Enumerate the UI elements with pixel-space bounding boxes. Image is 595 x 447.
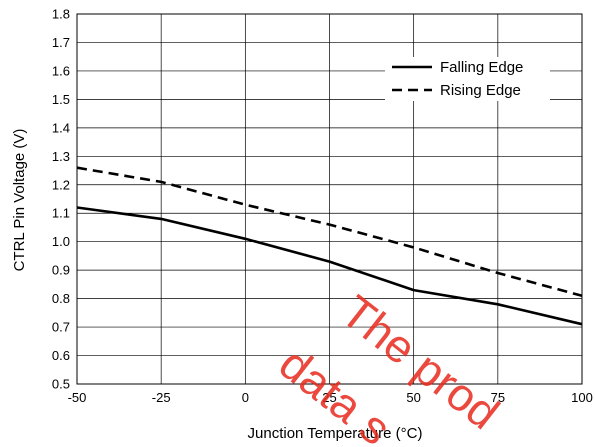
x-tick-label: 25 [322,390,336,405]
legend-label-rising-edge: Rising Edge [440,82,521,99]
legend: Falling Edge Rising Edge [385,57,550,101]
y-tick-label: 1.5 [52,92,70,107]
legend-background [385,57,550,101]
x-tick-label: 100 [571,390,593,405]
y-axis-title: CTRL Pin Voltage (V) [11,129,28,272]
x-tick-label: -25 [152,390,171,405]
y-tick-label: 1.3 [52,149,70,164]
series-line-falling-edge [76,206,583,326]
series-lines [76,166,583,326]
x-tick-labels: -50 -25 0 25 50 75 100 [68,390,593,405]
y-tick-label: 1.4 [52,120,70,135]
series-line-rising-edge [76,166,583,298]
y-tick-label: 0.9 [52,263,70,278]
y-tick-labels: 0.5 0.6 0.7 0.8 0.9 1.0 1.1 1.2 1.3 1.4 1.5 1.6 1.7 1… [52,7,70,392]
y-tick-label: 1.2 [52,177,70,192]
y-tick-label: 1.1 [52,206,70,221]
y-tick-label: 0.6 [52,348,70,363]
plot-frame [76,13,583,385]
x-tick-label: 75 [491,390,505,405]
y-tick-label: 0.7 [52,320,70,335]
x-tick-label: 0 [242,390,249,405]
x-tick-label: -50 [68,390,87,405]
y-tick-label: 1.7 [52,35,70,50]
watermark: The prod data s [270,285,509,447]
y-tick-label: 1.0 [52,234,70,249]
y-tick-label: 1.6 [52,63,70,78]
y-tick-label: 0.5 [52,377,70,392]
legend-label-falling-edge: Falling Edge [440,59,523,76]
x-tick-label: 50 [406,390,420,405]
x-axis-title: Junction Temperature (°C) [248,425,423,442]
y-tick-label: 0.8 [52,291,70,306]
y-tick-label: 1.8 [52,7,70,22]
